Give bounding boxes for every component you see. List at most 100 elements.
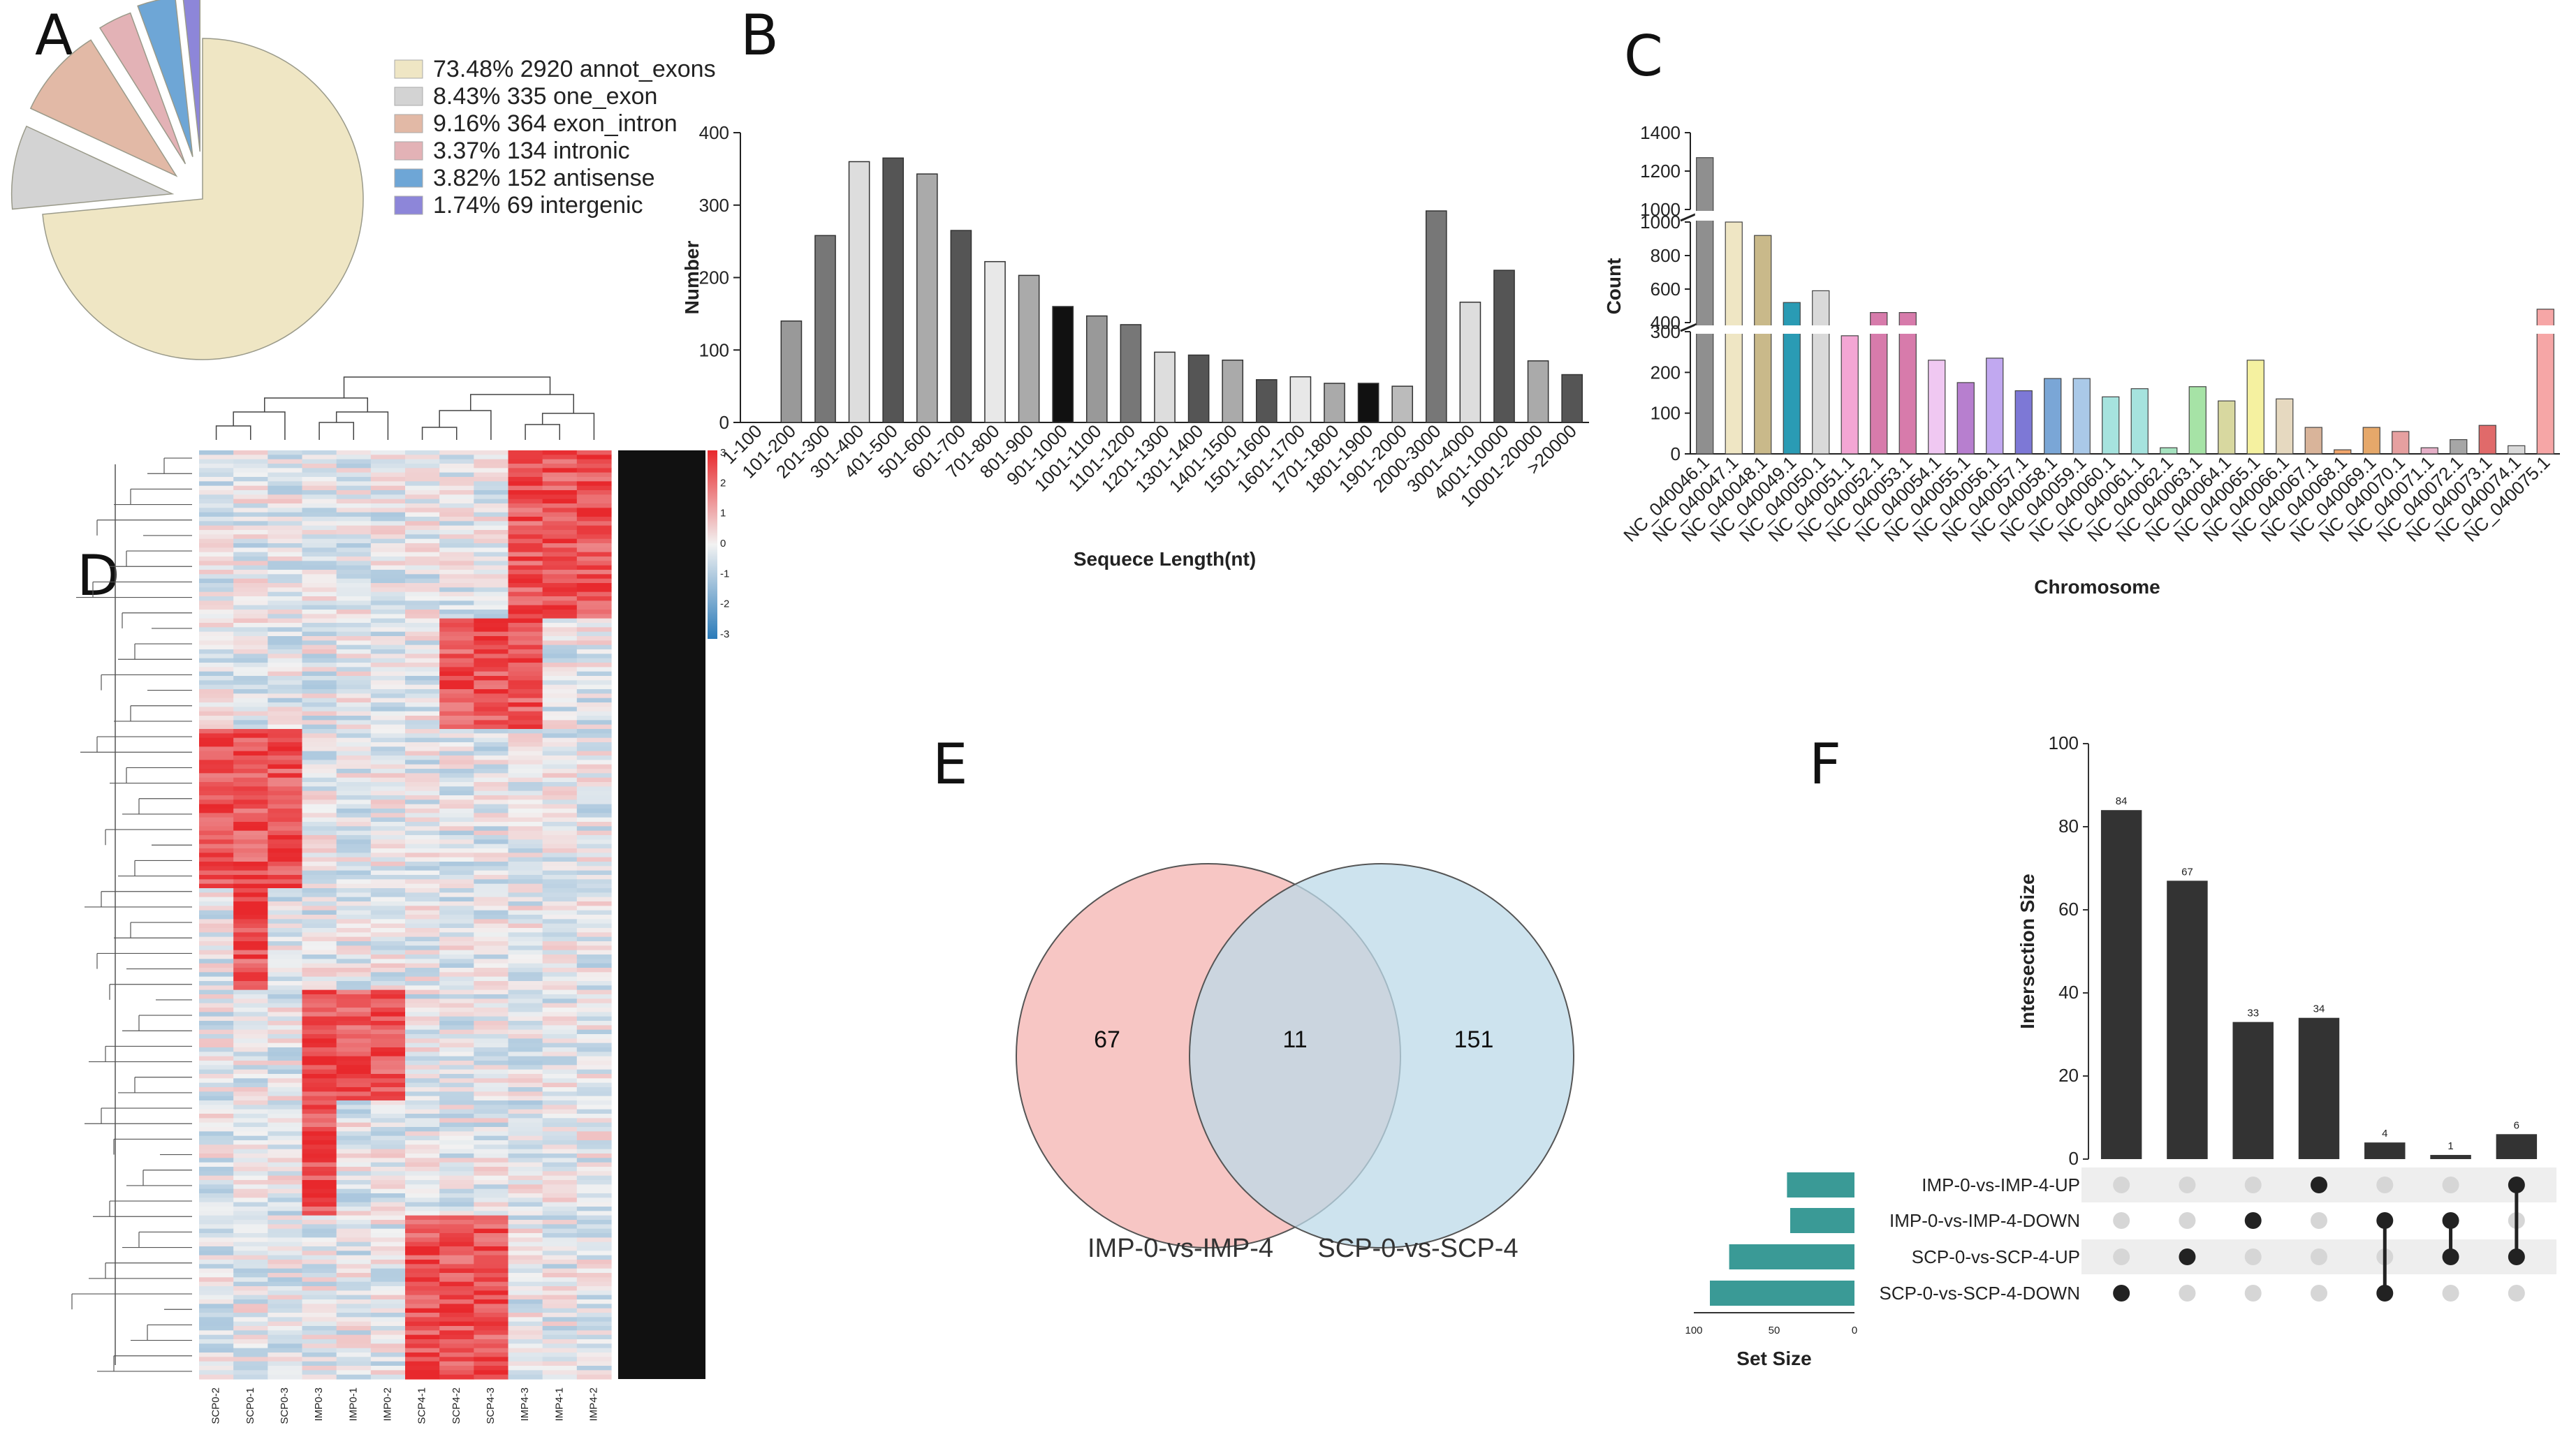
heatmap-cell [233,455,268,460]
y-tick-label: 0 [1671,443,1681,464]
matrix-dot [2113,1177,2130,1193]
heatmap-cell [542,1047,578,1052]
heatmap-cell [199,591,234,597]
intersection-bar [2364,1142,2406,1159]
heatmap-cell [199,636,234,641]
heatmap-cell [302,570,337,575]
heatmap-cell [474,1339,509,1344]
heatmap-cell [508,1207,543,1211]
heatmap-cell [542,830,578,836]
heatmap-cell [268,596,303,601]
heatmap-cell [302,481,337,487]
heatmap-cell [268,1162,303,1167]
heatmap-cell [370,1277,406,1283]
heatmap-cell [542,839,578,845]
heatmap-cell [199,866,234,871]
heatmap-cell [542,804,578,809]
heatmap-cell [439,1047,474,1052]
heatmap-cell [474,640,509,646]
heatmap-cell [576,1096,612,1101]
panel-label-f: F [1809,732,1841,797]
heatmap-cell [542,521,578,526]
heatmap-cell [199,1366,234,1371]
heatmap-cell [302,870,337,876]
heatmap-cell [233,1003,268,1008]
heatmap-cell [474,1109,509,1114]
heatmap-cell [233,892,268,898]
heatmap-cell [233,508,268,513]
heatmap-cell [576,684,612,690]
heatmap-cell [508,1003,543,1008]
heatmap-cell [370,464,406,469]
heatmap-cell [542,989,578,995]
heatmap-cell [199,618,234,624]
heatmap-cell [508,724,543,730]
heatmap-cell [233,1122,268,1128]
matrix-dot [2179,1212,2196,1229]
heatmap-cell [576,1251,612,1256]
heatmap-cell [233,1220,268,1225]
heatmap-cell [268,1273,303,1278]
heatmap-cell [439,707,474,712]
heatmap-cell [405,587,440,593]
heatmap-cell [302,1127,337,1132]
heatmap-cell [542,1167,578,1172]
heatmap-cell [405,804,440,809]
heatmap-cell [474,1096,509,1101]
heatmap-cell [474,777,509,783]
y-tick-label: 0 [2069,1148,2079,1169]
heatmap-cell [405,1295,440,1300]
heatmap-cell [268,1374,303,1380]
heatmap-cell [508,477,543,482]
heatmap-cell [439,693,474,699]
heatmap-cell [474,1100,509,1105]
heatmap-cell [576,839,612,845]
heatmap-cell [439,804,474,809]
bar-NC_040068.1 [2334,449,2352,455]
heatmap-cell [370,459,406,464]
heatmap-cell [199,481,234,487]
heatmap-cell [268,618,303,624]
heatmap-cell [302,737,337,743]
heatmap-cell [508,866,543,871]
heatmap-cell [302,618,337,624]
heatmap-cell [439,968,474,973]
heatmap-cell [439,822,474,827]
heatmap-cell [302,1353,337,1357]
heatmap-cell [268,450,303,455]
heatmap-cell [302,477,337,482]
heatmap-cell [302,455,337,460]
heatmap-cell [199,1025,234,1031]
heatmap-cell [405,654,440,659]
heatmap-cell [405,919,440,924]
heatmap-cell [336,1224,372,1230]
heatmap-cell [302,1038,337,1044]
bar-NC_040064.1 [2218,400,2236,455]
heatmap-cell [576,936,612,942]
heatmap-cell [405,1202,440,1207]
heatmap-cell [199,729,234,734]
heatmap-cell [576,1008,612,1012]
heatmap-cell [439,1171,474,1177]
heatmap-cell [439,1042,474,1048]
heatmap-cell [439,1286,474,1291]
heatmap-cell [439,1105,474,1110]
heatmap-cell [576,702,612,707]
heatmap-cell [302,994,337,999]
heatmap-cell [542,1175,578,1181]
heatmap-cell [233,627,268,633]
heatmap-cell [439,915,474,920]
heatmap-cell [199,1237,234,1243]
heatmap-cell [474,649,509,654]
heatmap-cell [542,534,578,540]
heatmap-cell [439,561,474,566]
heatmap-cell [302,490,337,495]
y-axis-title: Intersection Size [2017,874,2038,1029]
heatmap-cell [268,583,303,588]
heatmap-cell [233,689,268,694]
heatmap-cell [336,1131,372,1137]
heatmap-cell [508,1012,543,1017]
pie-slice-3 [98,12,186,165]
legend-swatch-3 [394,141,423,161]
heatmap-cell [542,843,578,849]
